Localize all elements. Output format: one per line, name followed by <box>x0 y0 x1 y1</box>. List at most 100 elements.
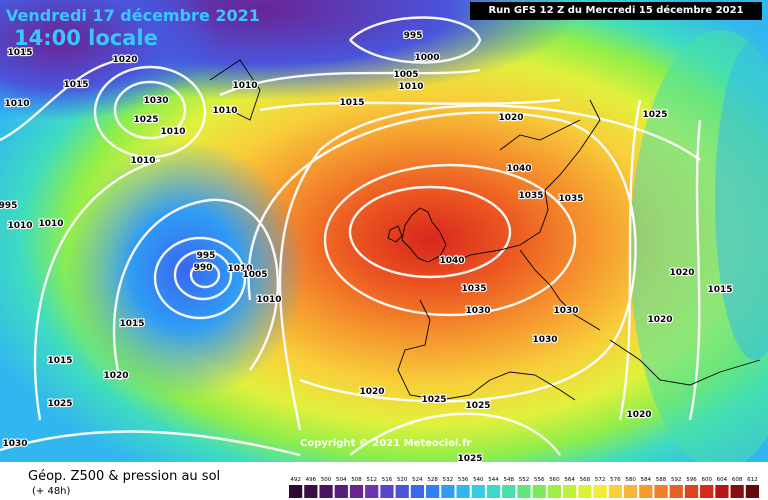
legend-swatch <box>334 485 348 498</box>
pressure-label: 1015 <box>47 356 72 366</box>
pressure-label: 1010 <box>130 156 155 166</box>
legend-swatch <box>684 485 699 498</box>
legend-tick-label: 556 <box>534 477 545 483</box>
copyright-text: Copyright © 2021 Meteociel.fr <box>300 438 472 449</box>
legend-tick-label: 540 <box>473 477 484 483</box>
pressure-label: 1030 <box>465 306 490 316</box>
run-label: Run GFS 12 Z du Mercredi 15 décembre 202… <box>470 2 762 20</box>
pressure-label: 1020 <box>669 268 694 278</box>
legend-swatch <box>304 485 318 498</box>
pressure-label: 1035 <box>518 191 543 201</box>
pressure-label: 1030 <box>2 439 27 449</box>
legend-swatch <box>426 485 440 498</box>
pressure-label: 1025 <box>457 454 482 462</box>
pressure-label: 1040 <box>506 164 531 174</box>
legend-tick-label: 564 <box>564 477 575 483</box>
legend-tick-label: 520 <box>397 477 408 483</box>
pressure-label: 1025 <box>47 399 72 409</box>
legend-tick-label: 508 <box>351 477 362 483</box>
legend-swatch <box>486 485 501 498</box>
legend-tick-label: 580 <box>625 477 636 483</box>
legend-tick-label: 560 <box>549 477 560 483</box>
pressure-label: 1025 <box>642 110 667 120</box>
pressure-labels: 1015 1020 1015 1010 1030 1025 1010 1010 1010 1010… <box>0 30 734 462</box>
pressure-label: 1015 <box>707 285 732 295</box>
legend-swatch <box>654 485 668 498</box>
pressure-label: 1010 <box>160 127 185 137</box>
legend-swatch <box>745 485 759 498</box>
legend-swatch <box>639 485 653 498</box>
legend-tick-label: 592 <box>671 477 682 483</box>
pressure-label: 1010 <box>227 264 252 274</box>
legend-swatch <box>532 485 546 498</box>
legend-swatch <box>410 485 425 498</box>
legend-swatch <box>502 485 516 498</box>
footer-lead: (+ 48h) <box>32 486 71 497</box>
legend-swatch <box>471 485 485 498</box>
legend-swatch <box>441 485 455 498</box>
legend-tick-label: 532 <box>443 477 454 483</box>
legend-tick-label: 608 <box>732 477 743 483</box>
pressure-label: 1035 <box>461 284 486 294</box>
legend-swatch <box>380 485 394 498</box>
legend-swatch <box>456 485 470 498</box>
legend-tick-label: 500 <box>321 477 332 483</box>
pressure-label: 1010 <box>232 81 257 91</box>
pressure-label: 1010 <box>398 82 423 92</box>
legend-tick-label: 548 <box>504 477 515 483</box>
pressure-label: 1020 <box>112 55 137 65</box>
pressure-label: 1020 <box>498 113 523 123</box>
legend-swatch <box>578 485 592 498</box>
pressure-label: 1010 <box>38 219 63 229</box>
legend-swatch <box>669 485 683 498</box>
pressure-label: 1015 <box>119 319 144 329</box>
pressure-label: 990 <box>194 263 213 273</box>
legend-swatch <box>319 485 333 498</box>
legend-tick-label: 568 <box>580 477 591 483</box>
legend-tick-label: 576 <box>610 477 621 483</box>
legend-tick-label: 552 <box>519 477 530 483</box>
pressure-label: 1015 <box>339 98 364 108</box>
legend-swatch <box>547 485 562 498</box>
pressure-label: 995 <box>197 251 216 261</box>
pressure-label: 1025 <box>465 401 490 411</box>
legend-tick-label: 524 <box>412 477 423 483</box>
pressure-label: 995 <box>0 201 17 211</box>
legend-tick-label: 604 <box>717 477 728 483</box>
pressure-label: 1010 <box>212 106 237 116</box>
legend-swatch <box>365 485 379 498</box>
forecast-time: 14:00 locale <box>14 26 158 50</box>
pressure-label: 1030 <box>143 96 168 106</box>
legend-tick-label: 584 <box>641 477 652 483</box>
pressure-label: 1005 <box>242 270 267 280</box>
legend-tick-label: 516 <box>382 477 393 483</box>
footer-title: Géop. Z500 & pression au sol <box>28 469 221 484</box>
pressure-label: 1010 <box>4 99 29 109</box>
legend-tick-label: 528 <box>427 477 438 483</box>
legend-swatch <box>563 485 577 498</box>
pressure-label: 1025 <box>421 395 446 405</box>
legend-tick-label: 600 <box>701 477 712 483</box>
pressure-label: 1010 <box>256 295 281 305</box>
legend-swatch <box>623 485 638 498</box>
legend-swatch <box>349 485 364 498</box>
pressure-label: 1020 <box>103 371 128 381</box>
pressure-label: 1020 <box>359 387 384 397</box>
pressure-label: 1035 <box>558 194 583 204</box>
pressure-label: 1015 <box>7 48 32 58</box>
legend-tick-label: 588 <box>656 477 667 483</box>
legend-tick-label: 596 <box>686 477 697 483</box>
forecast-date: Vendredi 17 décembre 2021 <box>6 6 260 25</box>
legend-swatch <box>715 485 729 498</box>
legend-swatch <box>608 485 622 498</box>
pressure-label: 1010 <box>7 221 32 231</box>
pressure-label: 1015 <box>63 80 88 90</box>
legend-tick-label: 536 <box>458 477 469 483</box>
legend-tick-label: 504 <box>336 477 347 483</box>
legend-swatch <box>289 485 303 498</box>
pressure-label: 1020 <box>647 315 672 325</box>
legend-swatch <box>700 485 714 498</box>
pressure-label: 1040 <box>439 256 464 266</box>
color-legend: 492 496 500 504 508 512 516 520 524 528 532 536 540 5… <box>289 477 759 498</box>
legend-tick-label: 544 <box>488 477 499 483</box>
